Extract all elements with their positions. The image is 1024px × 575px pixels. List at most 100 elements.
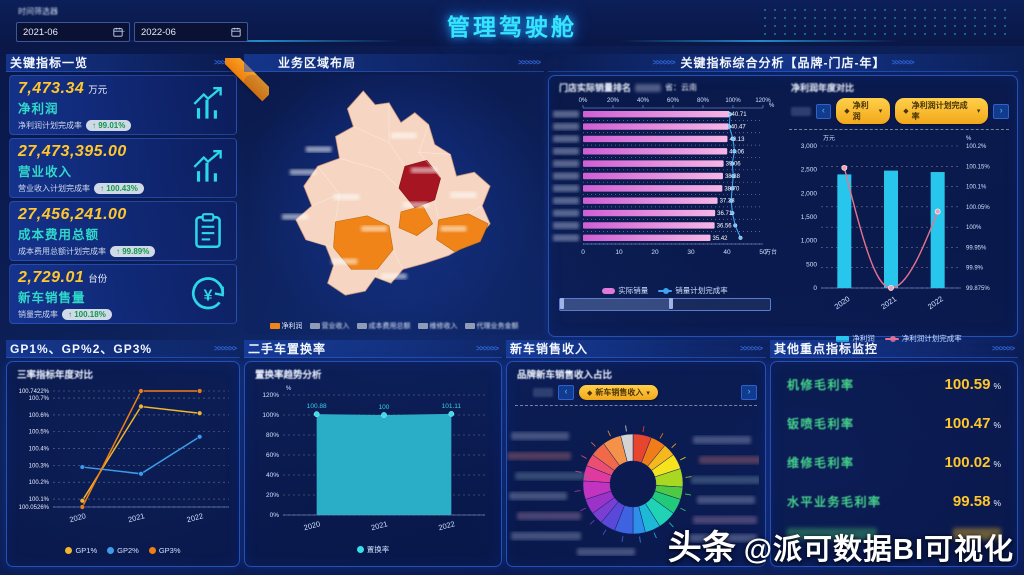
date-from-input[interactable]: 2021-06 [16, 22, 130, 42]
map-legend-item[interactable]: 代理业务金额 [464, 321, 519, 331]
metric-button-completion[interactable]: ◆ 净利润计划完成率 ▾ [895, 98, 989, 124]
svg-text:0: 0 [813, 285, 817, 292]
kpi-sub-label: 净利润计划完成率 [18, 121, 82, 130]
ranking-bar [583, 209, 716, 217]
svg-text:0: 0 [581, 249, 585, 256]
monitor-row-1: 钣喷毛利率 100.47% [787, 415, 1001, 433]
watermark-handle: @派可数据BI可视化 [743, 534, 1014, 566]
legend-replace-rate[interactable]: 置换率 [356, 544, 389, 555]
svg-text:0%: 0% [579, 98, 588, 104]
prev-metric-button[interactable]: ‹ [815, 103, 832, 119]
svg-text:%: % [769, 103, 775, 109]
monitor-unit: % [993, 498, 1001, 508]
kpi-value: 2,729.01 [18, 269, 85, 286]
monitor-row-0: 机修毛利率 100.59% [787, 376, 1001, 394]
svg-text:2022: 2022 [186, 511, 204, 524]
svg-text:%: % [286, 386, 292, 392]
monitor-value: 100.02 [944, 454, 991, 471]
replace-rate-area-chart[interactable]: 120% 100% 80% 60% 40% 20% 0%% 100.88 100 101.11 20… [245, 381, 497, 539]
svg-text:100.05%: 100.05% [966, 205, 990, 211]
kpi-value: 7,473.34 [18, 80, 85, 97]
legend-GP1%[interactable]: GP1% [65, 546, 97, 555]
map-legend-item[interactable]: 维修收入 [417, 321, 458, 331]
censored-metric-row [771, 528, 1017, 540]
legend-netprofit-completion[interactable]: 净利润计划完成率 [884, 333, 962, 344]
legend-netprofit[interactable]: 净利润 [836, 333, 875, 344]
next-metric-button[interactable]: › [993, 103, 1009, 119]
svg-text:2021: 2021 [370, 519, 388, 532]
netprofit-bar [837, 174, 852, 288]
next-metric-button[interactable]: › [741, 385, 757, 400]
legend-GP3%[interactable]: GP3% [148, 546, 181, 555]
kpi-value: 27,456,241.00 [18, 206, 127, 223]
legend-actual-sales[interactable]: 实际销量 [602, 285, 648, 296]
svg-text:¥: ¥ [204, 287, 213, 304]
store-ranking-bar-chart[interactable]: 0% 20% 40% 60% 80% 100% 120%% 40.71 40.47 40.13 40… [549, 94, 781, 280]
svg-text:40.06: 40.06 [729, 149, 745, 155]
map-legend: 净利润 营业收入 成本费用总额 维修收入 代理业务金额 [244, 321, 544, 331]
svg-text:2,500: 2,500 [801, 167, 818, 174]
watermark-brand: 头条 [667, 529, 736, 567]
date-to-input[interactable]: 2022-06 [134, 22, 248, 42]
map-legend-item[interactable]: 成本费用总额 [356, 321, 411, 331]
newcar-panel-title-text: 新车销售收入 [510, 342, 589, 356]
svg-text:10: 10 [615, 249, 623, 256]
replace-body: 置换率趋势分析 120% 100% 80% 60% 40% 20% 0%% 100.88 100… [244, 361, 502, 567]
map-legend-item[interactable]: 净利润 [269, 321, 303, 331]
kpi-card-3: 2,729.01 台份 新车销售量 销量完成率 ↑ 100.18% ¥ [9, 264, 237, 324]
metric-button-newcar-revenue[interactable]: ◆ 新车销售收入 ▾ [579, 385, 658, 400]
map-panel: 业务区域布局 >>>>>> 净利润 营业收入 成本费用总额 维修收入 代理业务金额 [244, 54, 544, 338]
monitor-label: 水平业务毛利率 [787, 495, 882, 509]
chevron-decor: >>>>>> [739, 344, 763, 353]
chevron-decor: >>>>>> [891, 58, 915, 67]
date-to-value: 2022-06 [141, 26, 176, 38]
ranking-bar [583, 160, 724, 167]
kpi-card-0: 7,473.34 万元 净利润 净利润计划完成率 ↑ 99.01% [9, 75, 237, 135]
netprofit-combo-chart[interactable]: 3,000 2,500 2,000 1,500 1,000 500 0 万元 % 100.2% 10… [781, 130, 1013, 328]
svg-text:60%: 60% [667, 98, 680, 104]
data-zoom-slider[interactable] [559, 298, 771, 311]
calendar-icon [113, 27, 123, 37]
gp-line-GP2% [82, 436, 201, 475]
metric-button-netprofit[interactable]: ◆ 净利润 ▾ [836, 98, 891, 124]
svg-text:%: % [966, 136, 972, 142]
svg-text:20: 20 [651, 249, 659, 256]
legend-sales-completion[interactable]: 销量计划完成率 [658, 285, 728, 296]
svg-text:100%: 100% [262, 412, 279, 419]
combo-legend: 净利润 净利润计划完成率 [781, 333, 1017, 344]
svg-text:40.47: 40.47 [731, 125, 747, 131]
ranking-bar [583, 185, 723, 192]
ranking-bar [583, 135, 728, 143]
svg-text:100.3%: 100.3% [29, 463, 50, 469]
map-panel-title-text: 业务区域布局 [278, 56, 357, 70]
map-legend-item[interactable]: 营业收入 [309, 321, 350, 331]
svg-text:30: 30 [687, 249, 695, 256]
netprofit-bar [930, 172, 945, 288]
svg-text:0%: 0% [270, 512, 280, 519]
combo-subtitle: 净利润年度对比 [791, 83, 855, 93]
svg-text:万元: 万元 [823, 135, 835, 142]
svg-text:2,000: 2,000 [801, 190, 818, 197]
svg-text:2021: 2021 [879, 294, 898, 311]
ranking-region-label: 省：云南 [665, 83, 698, 92]
svg-text:100: 100 [379, 404, 390, 411]
monitor-label: 机修毛利率 [787, 378, 855, 392]
svg-text:2021: 2021 [127, 511, 145, 524]
svg-text:80%: 80% [266, 432, 279, 439]
brand-revenue-donut-chart[interactable] [507, 406, 763, 556]
kpi-sub-label: 成本费用总额计划完成率 [18, 247, 106, 256]
caret-down-icon: ▾ [976, 108, 981, 115]
yunnan-map[interactable] [244, 75, 542, 313]
gp-line-chart[interactable]: 100.7422%100.7% 100.6% 100.5% 100.4% 100.3% 1… [7, 381, 239, 541]
map-body: 净利润 营业收入 成本费用总额 维修收入 代理业务金额 [244, 75, 544, 335]
kpi-unit: 台份 [88, 274, 108, 285]
prev-metric-button[interactable]: ‹ [558, 385, 574, 400]
analysis-panel-title-text: 关键指标综合分析【品牌-门店-年】 [680, 56, 886, 70]
svg-text:40%: 40% [637, 98, 650, 104]
kpi-card-1: 27,473,395.00 营业收入 营业收入计划完成率 ↑ 100.43% [9, 138, 237, 198]
legend-GP2%[interactable]: GP2% [107, 546, 139, 555]
date-from-value: 2021-06 [23, 26, 58, 38]
ranking-bar [583, 234, 711, 242]
yuan-cycle-icon: ¥ [188, 274, 228, 314]
